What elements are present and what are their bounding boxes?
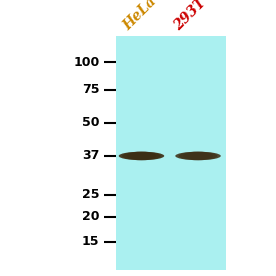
- Text: 20: 20: [82, 210, 99, 223]
- Text: 15: 15: [82, 235, 99, 248]
- Text: 25: 25: [82, 188, 99, 201]
- Text: HeLa: HeLa: [120, 0, 159, 33]
- Text: 37: 37: [82, 149, 99, 163]
- Ellipse shape: [127, 152, 156, 160]
- Text: 100: 100: [73, 55, 99, 69]
- Ellipse shape: [119, 152, 164, 160]
- Ellipse shape: [183, 152, 213, 160]
- Ellipse shape: [179, 152, 217, 160]
- Text: 50: 50: [82, 116, 99, 129]
- Ellipse shape: [122, 152, 161, 160]
- Bar: [116, 36, 226, 270]
- Text: 75: 75: [82, 83, 99, 96]
- Text: 293T: 293T: [171, 0, 209, 33]
- Ellipse shape: [175, 152, 221, 160]
